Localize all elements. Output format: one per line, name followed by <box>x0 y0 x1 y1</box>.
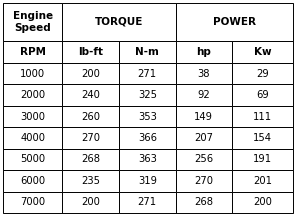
Bar <box>62 63 119 84</box>
Bar <box>176 63 232 84</box>
Bar <box>176 170 232 192</box>
Bar <box>232 192 293 213</box>
Text: 7000: 7000 <box>20 197 45 207</box>
Text: 111: 111 <box>253 112 272 122</box>
Bar <box>3 63 62 84</box>
Text: N-m: N-m <box>135 47 159 57</box>
Bar <box>62 127 119 149</box>
Text: 3000: 3000 <box>20 112 45 122</box>
Bar <box>62 3 176 41</box>
Bar <box>119 106 176 127</box>
Bar <box>176 192 232 213</box>
Text: 149: 149 <box>194 112 213 122</box>
Bar <box>232 170 293 192</box>
Text: 240: 240 <box>81 90 100 100</box>
Text: 256: 256 <box>194 154 213 164</box>
Text: 92: 92 <box>197 90 210 100</box>
Text: 319: 319 <box>138 176 157 186</box>
Bar <box>119 192 176 213</box>
Text: 260: 260 <box>81 112 100 122</box>
Text: 154: 154 <box>253 133 272 143</box>
Bar <box>62 170 119 192</box>
Bar <box>232 106 293 127</box>
Bar <box>176 41 232 63</box>
Text: 200: 200 <box>253 197 272 207</box>
Text: 191: 191 <box>253 154 272 164</box>
Text: 353: 353 <box>138 112 157 122</box>
Text: 2000: 2000 <box>20 90 45 100</box>
Text: RPM: RPM <box>20 47 46 57</box>
Bar <box>3 149 62 170</box>
Text: 366: 366 <box>138 133 157 143</box>
Text: 270: 270 <box>81 133 100 143</box>
Bar <box>3 127 62 149</box>
Bar <box>62 106 119 127</box>
Text: 200: 200 <box>81 197 100 207</box>
Bar <box>119 84 176 106</box>
Bar <box>3 106 62 127</box>
Text: 268: 268 <box>194 197 213 207</box>
Text: 1000: 1000 <box>20 69 45 79</box>
Text: TORQUE: TORQUE <box>95 17 143 27</box>
Bar <box>119 41 176 63</box>
Text: hp: hp <box>196 47 211 57</box>
Bar <box>62 192 119 213</box>
Bar <box>232 41 293 63</box>
Bar <box>3 41 62 63</box>
Text: 271: 271 <box>138 197 157 207</box>
Bar <box>3 192 62 213</box>
Bar <box>3 170 62 192</box>
Text: 207: 207 <box>194 133 213 143</box>
Bar <box>119 127 176 149</box>
Text: 201: 201 <box>253 176 272 186</box>
Bar <box>3 84 62 106</box>
Bar <box>3 3 62 41</box>
Text: 4000: 4000 <box>20 133 45 143</box>
Bar <box>232 127 293 149</box>
Text: 6000: 6000 <box>20 176 45 186</box>
Text: 5000: 5000 <box>20 154 45 164</box>
Bar <box>176 127 232 149</box>
Bar <box>62 149 119 170</box>
Text: 200: 200 <box>81 69 100 79</box>
Text: 38: 38 <box>197 69 210 79</box>
Bar <box>62 84 119 106</box>
Text: 325: 325 <box>138 90 157 100</box>
Text: 69: 69 <box>256 90 269 100</box>
Bar <box>119 149 176 170</box>
Text: 271: 271 <box>138 69 157 79</box>
Text: 235: 235 <box>81 176 100 186</box>
Bar <box>232 84 293 106</box>
Text: 270: 270 <box>194 176 213 186</box>
Text: Engine
Speed: Engine Speed <box>13 11 53 33</box>
Text: 363: 363 <box>138 154 157 164</box>
Bar <box>176 106 232 127</box>
Bar <box>119 63 176 84</box>
Bar <box>176 84 232 106</box>
Bar <box>176 149 232 170</box>
Text: 268: 268 <box>81 154 100 164</box>
Text: 29: 29 <box>256 69 269 79</box>
Bar <box>119 170 176 192</box>
Text: POWER: POWER <box>213 17 256 27</box>
Text: Kw: Kw <box>254 47 271 57</box>
Bar <box>232 63 293 84</box>
Text: lb-ft: lb-ft <box>78 47 103 57</box>
Bar <box>232 149 293 170</box>
Bar <box>62 41 119 63</box>
Bar <box>176 3 293 41</box>
